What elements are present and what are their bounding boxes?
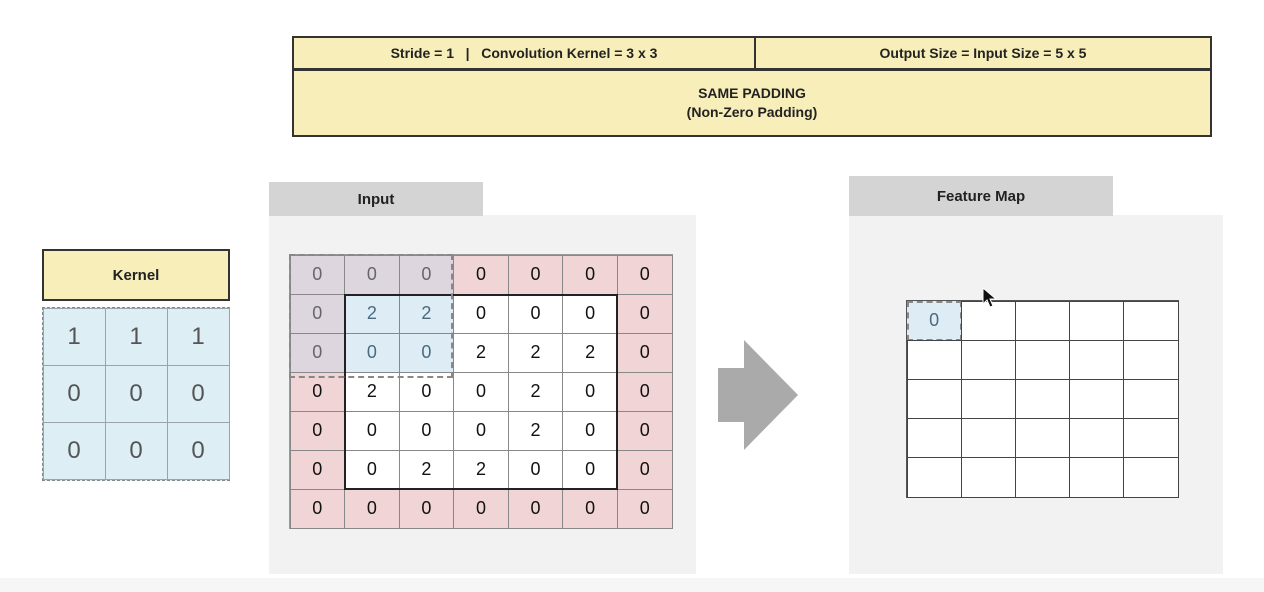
input-cell: 0 (344, 410, 400, 451)
input-padding-cell: 0 (507, 254, 564, 295)
input-cell: 2 (507, 332, 564, 373)
input-cell: 0 (507, 293, 564, 334)
feature-map-cell (960, 378, 1016, 420)
kernel-title: Kernel (42, 249, 230, 301)
input-cell: 2 (398, 449, 455, 490)
input-cell: 0 (398, 332, 455, 373)
input-panel-tab: Input (269, 182, 483, 216)
input-padding-cell: 0 (616, 293, 673, 334)
input-padding-cell: 0 (289, 410, 346, 451)
kernel-cell: 1 (104, 307, 168, 366)
input-cell: 2 (562, 332, 618, 373)
feature-map-cell (960, 457, 1016, 498)
input-cell: 0 (562, 410, 618, 451)
feature-map-cell (960, 339, 1016, 380)
input-cell: 0 (453, 371, 509, 412)
input-padding-cell: 0 (562, 488, 618, 529)
input-cell: 2 (507, 371, 564, 412)
input-padding-cell: 0 (289, 332, 346, 373)
input-cell: 2 (453, 332, 509, 373)
feature-map-cell (1069, 300, 1125, 341)
input-cell: 0 (344, 449, 400, 490)
padding-title: SAME PADDING (698, 85, 806, 101)
feature-map-cell (1123, 339, 1179, 380)
feature-map-cell (1069, 418, 1125, 459)
input-cell: 2 (344, 371, 400, 412)
feature-map-cell (1069, 339, 1125, 380)
kernel-cell: 1 (166, 307, 230, 366)
input-cell: 0 (398, 371, 455, 412)
input-cell: 0 (562, 293, 618, 334)
input-padding-cell: 0 (616, 254, 673, 295)
padding-banner: SAME PADDING (Non-Zero Padding) (292, 69, 1212, 137)
input-cell: 0 (344, 332, 400, 373)
input-cell: 0 (562, 449, 618, 490)
feature-map-cell (960, 418, 1016, 459)
feature-map-cell (906, 339, 962, 380)
input-padding-cell: 0 (344, 488, 400, 529)
input-padding-cell: 0 (453, 254, 509, 295)
input-padding-cell: 0 (344, 254, 400, 295)
input-padding-cell: 0 (289, 371, 346, 412)
input-padding-cell: 0 (616, 488, 673, 529)
header-info-bar: Stride = 1 | Convolution Kernel = 3 x 3 … (292, 36, 1212, 70)
feature-map-cell (1123, 300, 1179, 341)
input-cell: 0 (507, 449, 564, 490)
feature-map-cell (906, 457, 962, 498)
input-cell: 0 (562, 371, 618, 412)
feature-map-cell (906, 418, 962, 459)
mouse-cursor-icon (982, 287, 998, 308)
feature-map-cell (1123, 418, 1179, 459)
output-size-label: Output Size = Input Size = 5 x 5 (879, 45, 1087, 61)
kernel-cell: 0 (166, 364, 230, 424)
input-padding-cell: 0 (289, 293, 346, 334)
input-padding-cell: 0 (562, 254, 618, 295)
input-padding-cell: 0 (507, 488, 564, 529)
kernel-cell: 1 (42, 307, 106, 366)
input-padding-cell: 0 (398, 254, 455, 295)
input-padding-cell: 0 (289, 254, 346, 295)
padding-subtitle: (Non-Zero Padding) (686, 104, 818, 120)
input-padding-cell: 0 (453, 488, 509, 529)
feature-map-cell (1123, 457, 1179, 498)
input-cell: 2 (507, 410, 564, 451)
input-padding-cell: 0 (289, 449, 346, 490)
feature-map-cell (1014, 378, 1071, 420)
input-padding-cell: 0 (398, 488, 455, 529)
feature-map-cell (1069, 457, 1125, 498)
kernel-cell: 0 (104, 364, 168, 424)
feature-map-cell (1014, 300, 1071, 341)
input-padding-cell: 0 (616, 332, 673, 373)
kernel-cell: 0 (42, 364, 106, 424)
bottom-strip (0, 578, 1264, 592)
feature-map-cell (906, 378, 962, 420)
input-cell: 0 (453, 293, 509, 334)
kernel-cell: 0 (42, 422, 106, 481)
input-padding-cell: 0 (289, 488, 346, 529)
input-cell: 0 (398, 410, 455, 451)
input-cell: 2 (344, 293, 400, 334)
feature-map-cell (1014, 457, 1071, 498)
input-cell: 2 (398, 293, 455, 334)
feature-map-cell (1069, 378, 1125, 420)
stride-kernel-label: Stride = 1 | Convolution Kernel = 3 x 3 (294, 38, 756, 68)
kernel-cell: 0 (166, 422, 230, 481)
feature-map-cell (1014, 339, 1071, 380)
feature-map-cell (1123, 378, 1179, 420)
feature-map-grid: 0 (906, 300, 1179, 498)
input-padding-cell: 0 (616, 449, 673, 490)
input-cell: 2 (453, 449, 509, 490)
feature-map-cell: 0 (906, 300, 962, 341)
feature-map-cell (1014, 418, 1071, 459)
input-cell: 0 (453, 410, 509, 451)
feature-map-panel-tab: Feature Map (849, 176, 1113, 216)
arrow-right-icon (718, 340, 798, 450)
kernel-cell: 0 (104, 422, 168, 481)
input-padding-cell: 0 (616, 410, 673, 451)
input-padding-cell: 0 (616, 371, 673, 412)
